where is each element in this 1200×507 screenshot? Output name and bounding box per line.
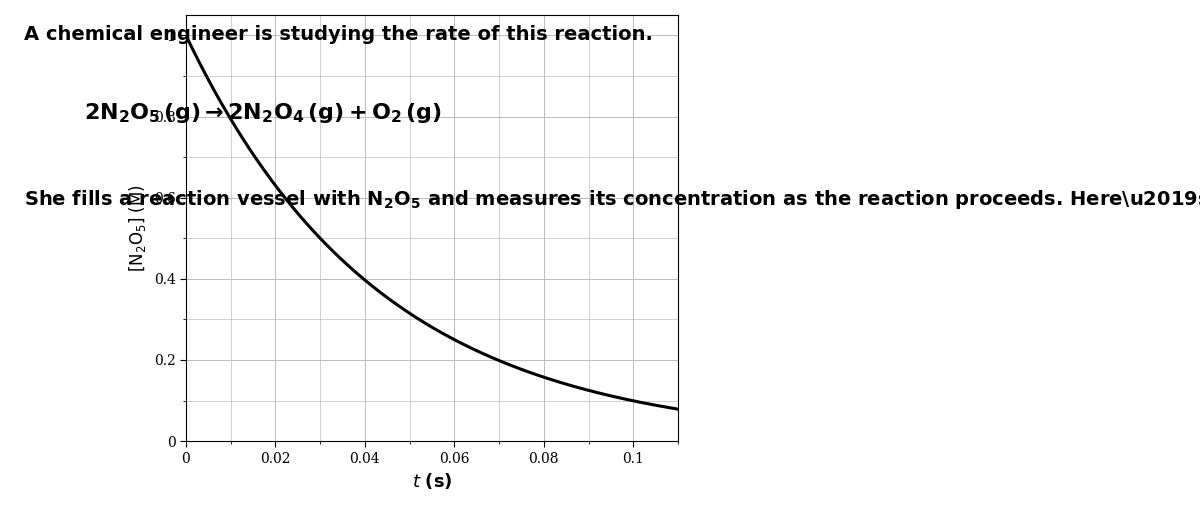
Y-axis label: $[\mathrm{N_2O_5}]$ $\mathrm{(M)}$: $[\mathrm{N_2O_5}]$ $\mathrm{(M)}$: [127, 184, 148, 272]
Text: A chemical engineer is studying the rate of this reaction.: A chemical engineer is studying the rate…: [24, 25, 653, 44]
X-axis label: $\it{t}$ $\bf{(s)}$: $\it{t}$ $\bf{(s)}$: [412, 471, 452, 491]
Text: $\mathbf{2N_2O_5\,(g) \rightarrow 2N_2O_4\,(g)+O_2\,(g)}$: $\mathbf{2N_2O_5\,(g) \rightarrow 2N_2O_…: [84, 101, 442, 125]
Text: She fills a reaction vessel with $\mathbf{N_2O_5}$ and measures its concentratio: She fills a reaction vessel with $\mathb…: [24, 188, 1200, 210]
